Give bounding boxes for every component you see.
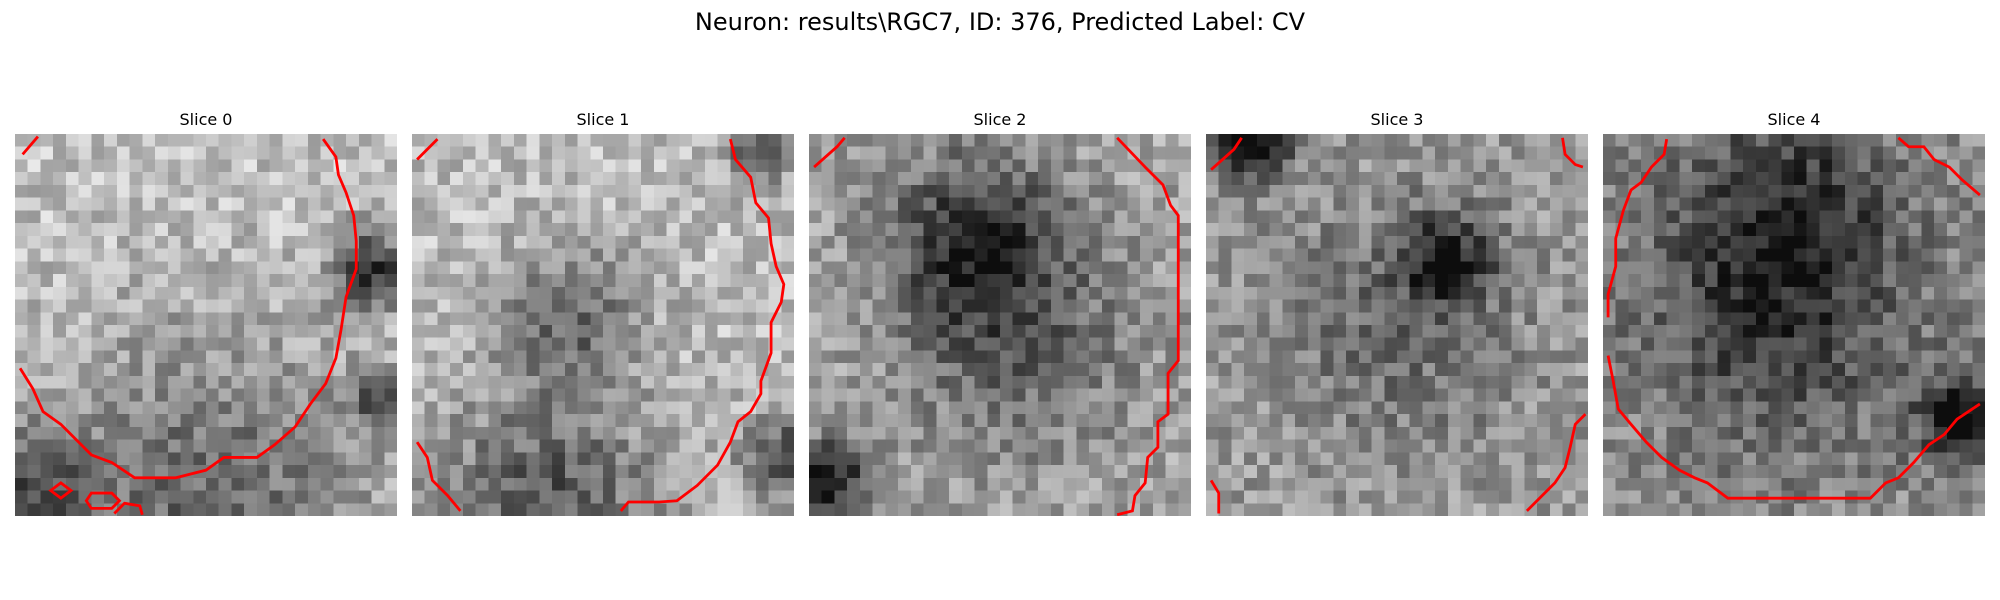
- pixel-grid: [412, 134, 794, 516]
- slice-title: Slice 4: [1767, 110, 1821, 129]
- slice-panel-2: Slice 2: [809, 110, 1191, 516]
- slice-title: Slice 3: [1370, 110, 1424, 129]
- slice-image: [15, 134, 397, 516]
- pixel-grid: [1603, 134, 1985, 516]
- slice-panel-3: Slice 3: [1206, 110, 1588, 516]
- pixel-grid: [1206, 134, 1588, 516]
- slice-image: [1206, 134, 1588, 516]
- slice-image: [1603, 134, 1985, 516]
- contour-lines: [18, 135, 358, 516]
- figure-title: Neuron: results\RGC7, ID: 376, Predicted…: [694, 8, 1306, 36]
- slice-image: [809, 134, 1191, 516]
- contour-lines: [1606, 136, 1981, 500]
- pixel-grid: [15, 134, 397, 516]
- slice-panel-0: Slice 0: [15, 110, 397, 516]
- slice-panel-1: Slice 1: [412, 110, 794, 516]
- contour-lines: [813, 136, 1180, 516]
- slice-title: Slice 1: [576, 110, 630, 129]
- slice-title: Slice 0: [179, 110, 233, 129]
- slice-title: Slice 2: [973, 110, 1027, 129]
- slice-image: [412, 134, 794, 516]
- slice-panel-4: Slice 4: [1603, 110, 1985, 516]
- contour-lines: [1209, 137, 1587, 514]
- pixel-grid: [809, 134, 1191, 516]
- contour-lines: [415, 138, 786, 512]
